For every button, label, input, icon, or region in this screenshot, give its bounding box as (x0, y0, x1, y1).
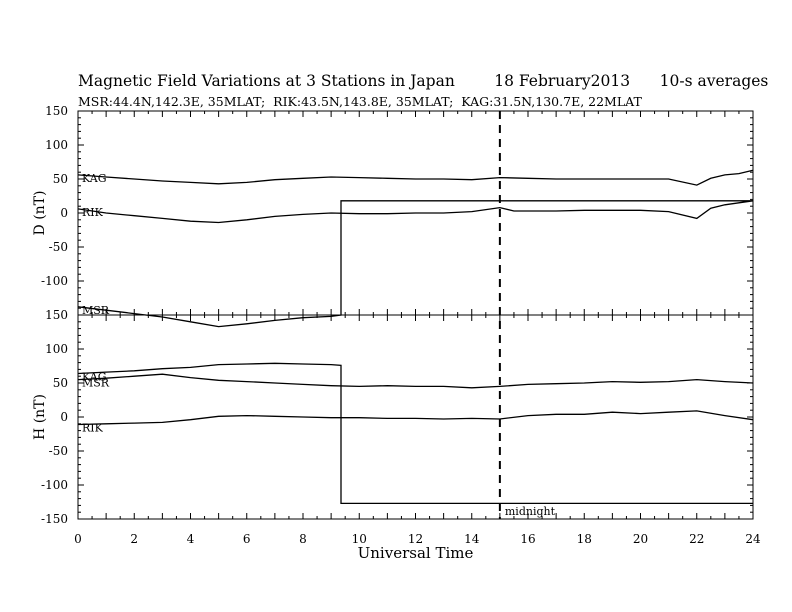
series-label-msr: MSR (82, 377, 110, 390)
x-tick-label: 12 (408, 532, 423, 546)
y-tick-label: -150 (41, 512, 68, 526)
y-tick-label: -100 (41, 274, 68, 288)
x-tick-label: 24 (745, 532, 761, 546)
series-line-rik (77, 200, 754, 224)
y-tick-label: 0 (60, 206, 68, 220)
x-tick-label: 8 (299, 532, 307, 546)
x-tick-label: 16 (520, 532, 535, 546)
y-tick-label: -50 (49, 240, 68, 254)
series-line-rik (77, 410, 754, 426)
x-tick-label: 22 (689, 532, 704, 546)
series-label-kag: KAG (82, 370, 107, 383)
midnight-label: midnight (505, 505, 556, 518)
y-tick-label: 100 (45, 138, 68, 152)
x-tick-label: 2 (130, 532, 138, 546)
y-tick-label: 150 (45, 104, 68, 118)
y-tick-label: 50 (53, 172, 68, 186)
y-axis-label: D (nT) (32, 191, 48, 236)
x-tick-label: 0 (74, 532, 82, 546)
series-label-rik: RIK (82, 206, 104, 219)
series-line-msr (77, 373, 754, 389)
series-label-rik: RIK (82, 421, 104, 434)
y-tick-label: 0 (60, 410, 68, 424)
chart-title: Magnetic Field Variations at 3 Stations … (78, 72, 769, 90)
y-tick-label: 50 (53, 376, 68, 390)
chart-subtitle: MSR:44.4N,142.3E, 35MLAT; RIK:43.5N,143.… (78, 94, 642, 109)
series-label-msr: MSR (82, 304, 110, 317)
y-tick-label: -50 (49, 444, 68, 458)
y-tick-label: 100 (45, 342, 68, 356)
series-label-kag: KAG (82, 172, 107, 185)
x-tick-label: 6 (243, 532, 251, 546)
y-tick-label: -100 (41, 478, 68, 492)
y-axis-label: H (nT) (32, 394, 48, 440)
x-tick-label: 20 (633, 532, 648, 546)
x-tick-label: 10 (352, 532, 367, 546)
x-axis-label: Universal Time (358, 544, 474, 562)
series-line-kag (77, 169, 754, 186)
series-line-kag (77, 362, 753, 505)
x-tick-label: 14 (464, 532, 480, 546)
x-tick-label: 18 (577, 532, 592, 546)
panel-frame (77, 314, 754, 520)
x-tick-label: 4 (187, 532, 195, 546)
y-tick-label: 150 (45, 308, 68, 322)
